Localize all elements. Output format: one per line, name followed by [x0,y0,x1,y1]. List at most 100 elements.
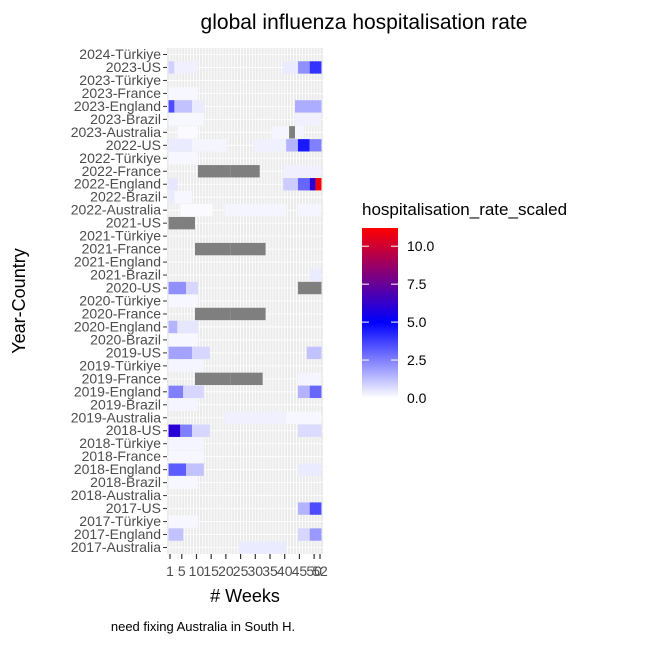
legend-tick-label: 5.0 [407,314,427,330]
legend-tick-label: 7.5 [407,276,427,292]
y-tick-label: 2021-US [106,215,161,231]
y-tick-label: 2023-Türkiye [79,72,161,88]
cell-2021-US-0 [168,216,195,230]
cell-2022-England-0 [168,178,178,191]
y-tick-label: 2022-France [82,163,162,179]
y-tick-label: 2018-Brazil [90,474,161,490]
y-tick-label: 2020-US [106,280,161,296]
legend-tick-label: 2.5 [407,352,427,368]
cell-2023-Australia-0 [177,126,198,139]
cell-2022-Australia-2 [297,203,322,217]
cell-2022-US-3 [286,139,298,152]
y-tick-label: 2019-England [74,383,161,399]
cell-2017-Australia-0 [239,541,287,554]
y-tick-label: 2019-Brazil [90,396,161,412]
cell-2017-US-0 [297,502,310,515]
y-tick-label: 2019-Australia [71,409,161,425]
cell-2020-France-1 [230,307,266,321]
cell-2019-England-2 [297,385,310,399]
cell-2022-Australia-0 [180,203,213,217]
y-tick-label: 2021-Türkiye [79,228,161,244]
x-tick-label: 35 [262,563,278,579]
cell-2018-France-0 [168,450,204,463]
cell-2023-US-2 [283,61,298,74]
x-tick-label: 10 [189,563,205,579]
cell-2022-England-3 [309,178,316,191]
y-tick-label: 2023-France [82,85,162,101]
y-axis-title: Year-Country [9,248,29,353]
color-legend: hospitalisation_rate_scaled 0.0 2.5 5.0 7.5… [362,200,567,406]
cell-2022-Brazil-1 [174,191,193,204]
cell-2017-England-0 [168,528,184,541]
cell-2018-US-2 [192,424,210,437]
cell-2018-US-1 [180,424,193,437]
cell-2022-France-1 [230,165,260,178]
cell-2022-US-2 [253,139,287,152]
cell-2018-Brazil-0 [168,476,198,489]
cell-2023-France-0 [168,87,198,100]
cell-2022-US-0 [168,139,193,152]
x-tick-label: 45 [292,563,308,579]
x-tick-label: 40 [277,563,293,579]
cell-2017-US-1 [309,502,322,515]
cell-2019-England-1 [183,385,204,399]
cell-2020-England-0 [168,320,178,334]
y-tick-label: 2019-US [106,344,161,360]
cell-2023-England-2 [192,100,204,113]
cell-2020-US-2 [297,281,322,295]
x-tick-label: 50 [306,563,322,579]
x-tick-label: 30 [248,563,264,579]
x-tick-label: 15 [203,563,219,579]
cell-2020-US-1 [186,281,198,295]
cell-2018-England-1 [186,463,204,476]
cell-2018-US-3 [297,424,322,437]
cell-2019-England-0 [168,385,184,399]
cell-2019-Brazil-0 [168,398,198,411]
cell-2018-US-0 [168,424,181,437]
cell-2019-Australia-1 [286,411,322,424]
cell-2020-France-0 [195,307,231,321]
cell-2021-France-1 [230,242,266,256]
chart-title: global influenza hospitalisation rate [201,11,528,34]
cell-2022-US-5 [309,139,322,152]
y-tick-label: 2019-France [82,370,162,386]
cell-2023-England-3 [295,100,322,113]
y-tick-label: 2023-Brazil [90,111,161,127]
cell-2022-Brazil-0 [168,191,175,204]
cell-2023-US-4 [309,61,322,74]
cell-2022-France-0 [197,165,231,178]
y-tick-label: 2018-US [106,422,161,438]
y-tick-label: 2023-England [74,98,161,114]
legend-ticks: 0.0 2.5 5.0 7.5 10.0 [362,238,434,406]
y-tick-label: 2021-Brazil [90,267,161,283]
cell-2017-Türkiye-0 [168,515,198,528]
legend-title: hospitalisation_rate_scaled [362,200,567,219]
y-axis: 2024-Türkiye2023-US2023-Türkiye2023-Fran… [71,46,167,555]
y-tick-label: 2017-Türkiye [79,513,161,529]
legend-colorbar [362,228,398,398]
cell-2019-England-3 [309,385,322,399]
cell-2022-England-1 [283,178,298,191]
cell-2023-Australia-2 [289,126,295,139]
cell-2022-England-2 [297,178,310,191]
y-tick-label: 2020-France [82,305,162,321]
y-tick-label: 2017-US [106,500,161,516]
cell-2018-England-0 [168,463,187,476]
cell-2023-Brazil-0 [168,113,204,126]
cell-2023-Brazil-1 [295,113,322,126]
cell-2019-US-1 [192,346,210,360]
y-tick-label: 2018-England [74,461,161,477]
cell-2019-France-2 [297,372,322,386]
cell-2020-US-0 [168,281,187,295]
y-tick-label: 2022-Türkiye [79,150,161,166]
y-tick-label: 2022-Brazil [90,189,161,205]
cell-2023-England-1 [174,100,193,113]
cell-2019-US-2 [306,346,322,360]
cell-2018-England-2 [297,463,322,476]
cell-2023-Australia-1 [271,126,304,139]
cell-2023-US-1 [174,61,198,74]
cell-2021-France-0 [195,242,231,256]
x-tick-label: 1 [166,563,174,579]
y-tick-label: 2021-France [82,241,162,257]
y-tick-label: 2018-Australia [71,487,161,503]
